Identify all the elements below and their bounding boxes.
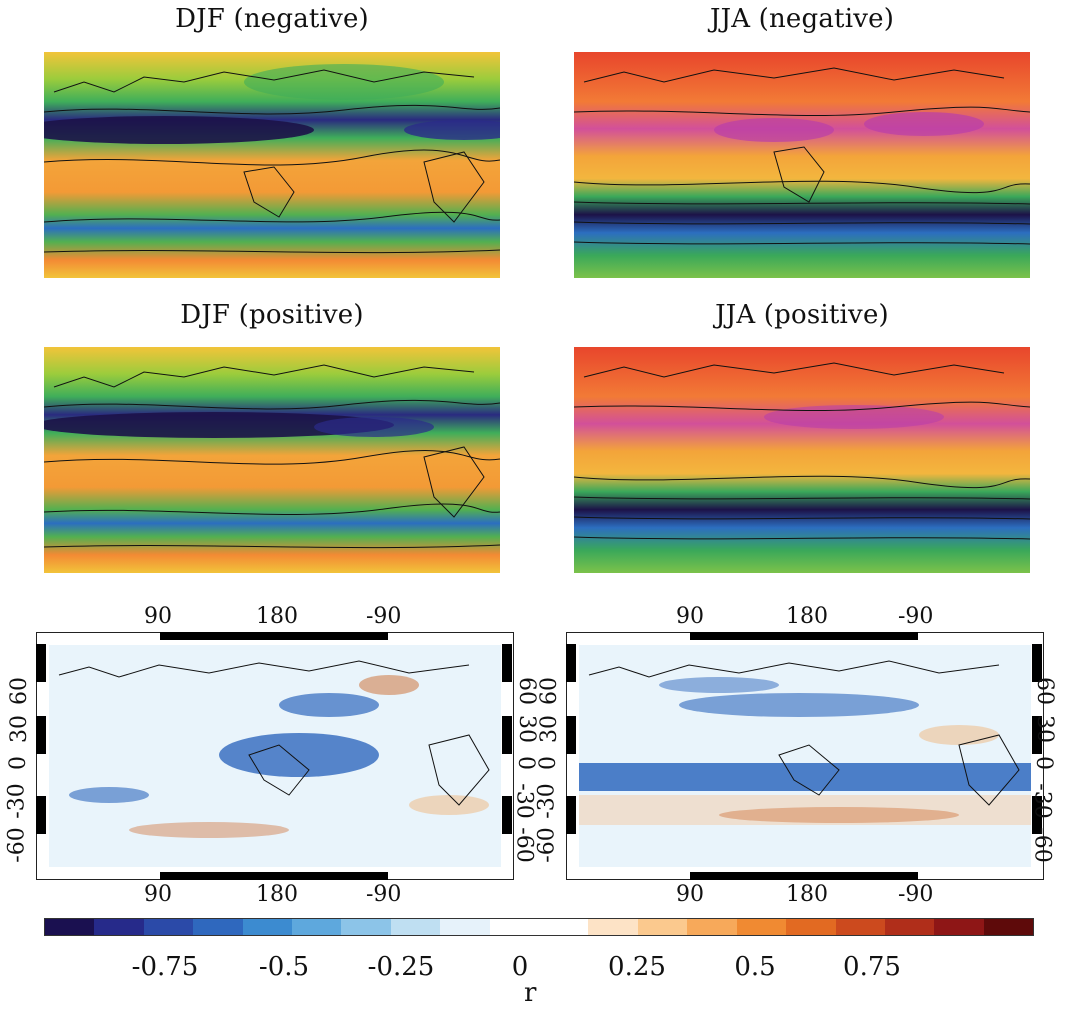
lon-tick-bottom-right-neg90: -90: [898, 882, 934, 907]
lat-bar-right-1: [502, 644, 512, 682]
colorbar-segment: [390, 919, 441, 935]
lon-tick-bottom-left-90: 90: [144, 882, 172, 907]
colorbar-segment: [983, 919, 1034, 935]
colorbar-segment: [45, 919, 95, 935]
lat-bar-right-3: [502, 796, 512, 834]
lat-tick-rmap-left-60: 60: [537, 677, 562, 705]
colorbar-label: r: [524, 978, 537, 1008]
colorbar-tick-neg075: -0.75: [131, 952, 199, 982]
lat-bar-right-2: [502, 716, 512, 754]
lat-tick-left-neg30: -30: [4, 783, 30, 819]
lat-tick-right-60: 60: [514, 677, 539, 705]
lat-bar-right-map-6: [1032, 796, 1042, 834]
lon-tick-top-right-90: 90: [676, 604, 704, 629]
colorbar: [44, 918, 1034, 936]
lat-bar-left-2: [36, 716, 46, 754]
colorbar-tick-0: 0: [511, 952, 529, 982]
colorbar-segment: [588, 919, 638, 935]
lon-tick-bottom-right-90: 90: [676, 882, 704, 907]
title-djf-positive: DJF (positive): [180, 300, 364, 330]
correlation-map-djf-field: [49, 645, 501, 867]
lat-tick-left-0: 0: [6, 756, 31, 770]
colorbar-segment: [539, 919, 589, 935]
lat-tick-rmap-left-neg60: -60: [534, 827, 560, 863]
lon-tick-top-left-180: 180: [256, 604, 298, 629]
lat-bar-right-map-5: [1032, 716, 1042, 754]
colorbar-segment: [143, 919, 194, 935]
lat-tick-right-0: 0: [513, 756, 538, 770]
lat-bar-right-map-1: [566, 644, 576, 682]
colorbar-segment: [440, 919, 490, 935]
colorbar-segment: [242, 919, 293, 935]
lat-bar-right-map-4: [1032, 644, 1042, 682]
lon-tick-top-left-neg90: -90: [366, 604, 402, 629]
lat-tick-rmap-right-0: 0: [1031, 756, 1056, 770]
title-djf-negative: DJF (negative): [175, 4, 369, 34]
lon-tick-top-right-neg90: -90: [898, 604, 934, 629]
colorbar-segment: [736, 919, 787, 935]
correlation-map-jja-field: [579, 645, 1031, 867]
colorbar-segment: [934, 919, 984, 935]
lat-tick-rmap-right-neg60: -60: [1029, 827, 1055, 863]
lon-bar-bottom-right: [690, 872, 918, 880]
colorbar-segment: [94, 919, 144, 935]
lat-bar-left-1: [36, 644, 46, 682]
title-jja-negative: JJA (negative): [709, 4, 895, 34]
lat-tick-left-30: 30: [7, 715, 32, 743]
correlation-map-djf: [36, 632, 514, 880]
colorbar-tick-025: 0.25: [608, 952, 666, 982]
lon-bar-top-right: [690, 632, 918, 640]
colorbar-segment: [637, 919, 688, 935]
colorbar-segment: [193, 919, 243, 935]
colorbar-segment: [835, 919, 885, 935]
lat-tick-rmap-right-neg30: -30: [1029, 783, 1055, 819]
lat-tick-right-30: 30: [514, 715, 539, 743]
map-djf-positive: [44, 347, 500, 573]
colorbar-tick-075: 0.75: [843, 952, 901, 982]
lat-tick-right-neg60: -60: [511, 827, 537, 863]
colorbar-segment: [489, 919, 540, 935]
lat-bar-right-map-3: [566, 796, 576, 834]
lat-tick-right-neg30: -30: [511, 783, 537, 819]
lat-tick-rmap-left-30: 30: [537, 715, 562, 743]
lat-tick-left-neg60: -60: [4, 827, 30, 863]
colorbar-tick-neg025: -0.25: [367, 952, 435, 982]
lon-bar-bottom-left: [160, 872, 388, 880]
lon-bar-top-left: [160, 632, 388, 640]
map-jja-negative: [574, 52, 1030, 278]
lat-tick-rmap-right-30: 30: [1032, 715, 1057, 743]
map-jja-positive: [574, 347, 1030, 573]
lat-bar-left-3: [36, 796, 46, 834]
correlation-map-jja: [566, 632, 1044, 880]
colorbar-segment: [292, 919, 342, 935]
colorbar-tick-05: 0.5: [734, 952, 776, 982]
colorbar-segment: [884, 919, 935, 935]
lat-tick-rmap-left-neg30: -30: [534, 783, 560, 819]
map-djf-negative: [44, 52, 500, 278]
colorbar-tick-neg05: -0.5: [258, 952, 310, 982]
colorbar-segment: [786, 919, 836, 935]
lon-tick-bottom-left-neg90: -90: [366, 882, 402, 907]
lon-tick-bottom-left-180: 180: [256, 882, 298, 907]
colorbar-segment: [687, 919, 737, 935]
lat-tick-left-60: 60: [7, 677, 32, 705]
title-jja-positive: JJA (positive): [715, 300, 889, 330]
lon-tick-bottom-right-180: 180: [786, 882, 828, 907]
colorbar-segment: [341, 919, 391, 935]
lon-tick-top-left-90: 90: [144, 604, 172, 629]
lon-tick-top-right-180: 180: [786, 604, 828, 629]
lat-tick-rmap-left-0: 0: [536, 756, 561, 770]
lat-bar-right-map-2: [566, 716, 576, 754]
lat-tick-rmap-right-60: 60: [1032, 677, 1057, 705]
